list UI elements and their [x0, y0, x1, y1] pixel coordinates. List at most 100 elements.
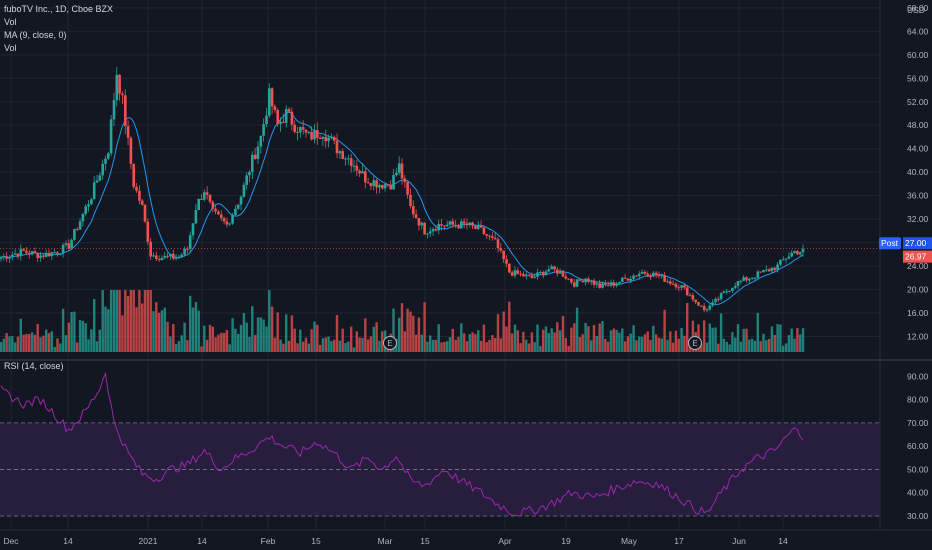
- volume-bar: [95, 341, 99, 352]
- volume-bar: [632, 325, 635, 352]
- candle-body: [516, 270, 520, 274]
- candle-body: [454, 224, 457, 226]
- volume-bar: [141, 303, 144, 352]
- candle-body: [584, 278, 587, 283]
- volume-bar: [731, 332, 734, 352]
- vol-legend[interactable]: Vol: [4, 17, 17, 27]
- time-tick-label: 15: [420, 536, 430, 546]
- volume-bar: [231, 318, 234, 352]
- volume-bar: [722, 338, 726, 352]
- candle-body: [722, 291, 726, 293]
- volume-bar: [799, 334, 802, 352]
- candle-body: [759, 271, 762, 273]
- volume-bar: [225, 330, 229, 352]
- volume-bar: [663, 309, 666, 352]
- price-tick-label: 56.00: [907, 73, 929, 83]
- volume-bar: [59, 343, 62, 352]
- candle-body: [781, 259, 785, 261]
- candle-body: [595, 283, 599, 285]
- candle-body: [471, 222, 474, 226]
- volume-bar: [316, 324, 319, 352]
- candle-body: [609, 282, 613, 286]
- candle-body: [2, 256, 6, 258]
- time-tick-label: 19: [561, 536, 571, 546]
- volume-bar: [657, 337, 661, 352]
- candle-body: [420, 222, 424, 226]
- volume-bar: [364, 318, 367, 352]
- candle-body: [104, 158, 107, 164]
- volume-bar: [217, 334, 220, 352]
- volume-bar: [635, 340, 638, 352]
- volume-bar: [429, 335, 432, 352]
- candle-body: [530, 275, 534, 278]
- candle-body: [547, 269, 551, 272]
- candle-body: [13, 253, 17, 255]
- candle-body: [372, 180, 376, 187]
- volume-bar: [474, 334, 477, 352]
- volume-bar: [403, 331, 406, 352]
- volume-bar: [191, 307, 195, 352]
- candle-body: [663, 275, 666, 282]
- volume-bar: [205, 339, 209, 352]
- volume-bar: [372, 326, 375, 352]
- candle-body: [573, 282, 576, 287]
- candle-body: [510, 272, 514, 276]
- rsi-legend[interactable]: RSI (14, close): [4, 361, 64, 371]
- candle-body: [767, 269, 771, 272]
- candle-body: [25, 250, 28, 253]
- candle-body: [700, 305, 703, 307]
- candle-body: [369, 183, 373, 187]
- candle-body: [135, 186, 138, 191]
- candle-body: [403, 178, 407, 183]
- time-tick-label: Dec: [3, 536, 19, 546]
- time-tick-label: 14: [197, 536, 207, 546]
- volume-bar: [406, 308, 409, 352]
- volume-bar: [584, 322, 587, 352]
- candle-body: [217, 211, 220, 215]
- candle-body: [702, 306, 706, 311]
- ma-legend[interactable]: MA (9, close, 0): [4, 30, 67, 40]
- volume-bar: [762, 333, 765, 352]
- candle-body: [476, 225, 480, 229]
- volume-bar: [248, 336, 251, 352]
- volume-bar: [25, 333, 28, 352]
- symbol-title[interactable]: fuboTV Inc., 1D, Cboe BZX: [4, 4, 114, 14]
- candle-body: [428, 231, 432, 234]
- time-tick-label: 14: [778, 536, 788, 546]
- candle-body: [567, 278, 570, 280]
- candle-body: [739, 280, 743, 282]
- volume-bar: [491, 335, 494, 352]
- volume-bar: [285, 314, 288, 352]
- volume-bar: [719, 313, 723, 352]
- volume-bar: [214, 337, 217, 352]
- volume-bar: [302, 341, 305, 352]
- volume-bar: [409, 311, 412, 352]
- candle-body: [629, 278, 632, 281]
- price-tick-label: 60.00: [907, 50, 929, 60]
- vol-legend-2[interactable]: Vol: [4, 43, 17, 53]
- volume-bar: [400, 303, 404, 352]
- candle-body: [474, 225, 477, 229]
- candle-body: [30, 251, 34, 255]
- volume-bar: [711, 327, 714, 352]
- volume-bar: [28, 334, 31, 352]
- candle-body: [11, 254, 14, 257]
- candle-body: [544, 271, 548, 275]
- candle-body: [366, 182, 370, 184]
- volume-bar: [73, 311, 76, 352]
- volume-bar: [270, 306, 274, 352]
- candle-body: [166, 255, 169, 257]
- candle-body: [36, 253, 39, 259]
- volume-bar: [573, 323, 576, 352]
- ma-line: [0, 111, 804, 305]
- candle-body: [352, 165, 356, 167]
- time-tick-label: May: [621, 536, 638, 546]
- volume-bar: [575, 307, 579, 352]
- volume-bar: [677, 338, 680, 352]
- volume-bar: [581, 334, 584, 352]
- candle-body: [496, 239, 500, 249]
- candle-body: [186, 248, 189, 250]
- candle-body: [632, 275, 635, 279]
- volume-bar: [245, 322, 248, 352]
